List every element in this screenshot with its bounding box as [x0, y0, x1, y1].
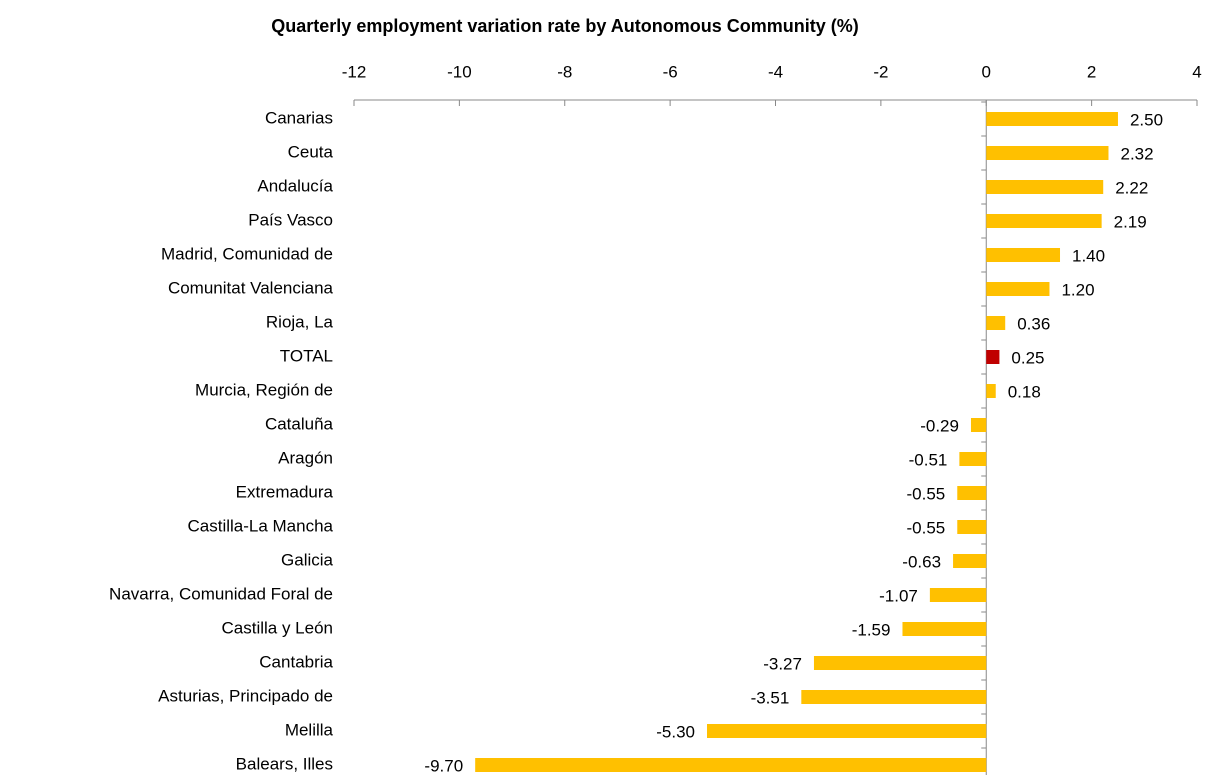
- bar: [475, 758, 987, 772]
- bar: [986, 350, 1000, 364]
- y-tick-label: Extremadura: [236, 482, 334, 501]
- bar: [957, 520, 987, 534]
- value-label: -0.55: [907, 484, 946, 503]
- bar: [707, 724, 987, 738]
- value-label: 2.22: [1115, 178, 1148, 197]
- bar: [986, 316, 1006, 330]
- value-label: 0.36: [1017, 314, 1050, 333]
- value-label: -3.51: [751, 688, 790, 707]
- y-tick-label: Madrid, Comunidad de: [161, 244, 333, 263]
- x-tick-label: 0: [982, 62, 991, 81]
- x-tick-label: -10: [447, 62, 472, 81]
- y-tick-label: TOTAL: [280, 346, 333, 365]
- value-label: 2.19: [1114, 212, 1147, 231]
- y-tick-label: Andalucía: [257, 176, 333, 195]
- bar: [970, 418, 987, 432]
- bar: [902, 622, 987, 636]
- x-tick-label: -6: [663, 62, 678, 81]
- y-tick-label: Cataluña: [265, 414, 334, 433]
- value-label: 2.50: [1130, 110, 1163, 129]
- bar: [986, 214, 1102, 228]
- bar: [953, 554, 987, 568]
- y-tick-label: Navarra, Comunidad Foral de: [109, 584, 333, 603]
- y-tick-label: Rioja, La: [266, 312, 334, 331]
- value-label: -9.70: [424, 756, 463, 775]
- bar: [986, 248, 1061, 262]
- bar: [929, 588, 987, 602]
- y-tick-label: Melilla: [285, 720, 334, 739]
- x-tick-label: 2: [1087, 62, 1096, 81]
- bar: [986, 384, 996, 398]
- bar: [813, 656, 987, 670]
- chart-title: Quarterly employment variation rate by A…: [271, 16, 858, 36]
- y-tick-label: Ceuta: [288, 142, 334, 161]
- y-tick-label: Asturias, Principado de: [158, 686, 333, 705]
- value-label: -1.59: [852, 620, 891, 639]
- x-tick-label: -4: [768, 62, 783, 81]
- value-label: 1.40: [1072, 246, 1105, 265]
- bar: [959, 452, 987, 466]
- x-tick-label: -2: [873, 62, 888, 81]
- value-label: 2.32: [1120, 144, 1153, 163]
- value-label: -0.29: [920, 416, 959, 435]
- value-label: -0.55: [907, 518, 946, 537]
- y-tick-label: Canarias: [265, 108, 333, 127]
- bar: [986, 180, 1104, 194]
- y-tick-label: Murcia, Región de: [195, 380, 333, 399]
- y-tick-label: Castilla-La Mancha: [187, 516, 333, 535]
- value-label: -3.27: [763, 654, 802, 673]
- y-tick-label: Balears, Illes: [236, 754, 333, 773]
- value-label: 0.18: [1008, 382, 1041, 401]
- value-label: -1.07: [879, 586, 918, 605]
- x-tick-label: -12: [342, 62, 367, 81]
- x-tick-label: 4: [1192, 62, 1201, 81]
- value-label: -0.63: [902, 552, 941, 571]
- x-tick-label: -8: [557, 62, 572, 81]
- value-label: -5.30: [656, 722, 695, 741]
- y-tick-label: Castilla y León: [221, 618, 333, 637]
- bar: [801, 690, 987, 704]
- value-label: 1.20: [1061, 280, 1094, 299]
- y-tick-label: País Vasco: [248, 210, 333, 229]
- value-label: -0.51: [909, 450, 948, 469]
- y-tick-label: Comunitat Valenciana: [168, 278, 334, 297]
- bar: [957, 486, 987, 500]
- bar: [986, 112, 1118, 126]
- y-tick-label: Cantabria: [259, 652, 333, 671]
- bar: [986, 146, 1109, 160]
- y-tick-label: Aragón: [278, 448, 333, 467]
- bar: [986, 282, 1050, 296]
- y-tick-label: Galicia: [281, 550, 334, 569]
- value-label: 0.25: [1011, 348, 1044, 367]
